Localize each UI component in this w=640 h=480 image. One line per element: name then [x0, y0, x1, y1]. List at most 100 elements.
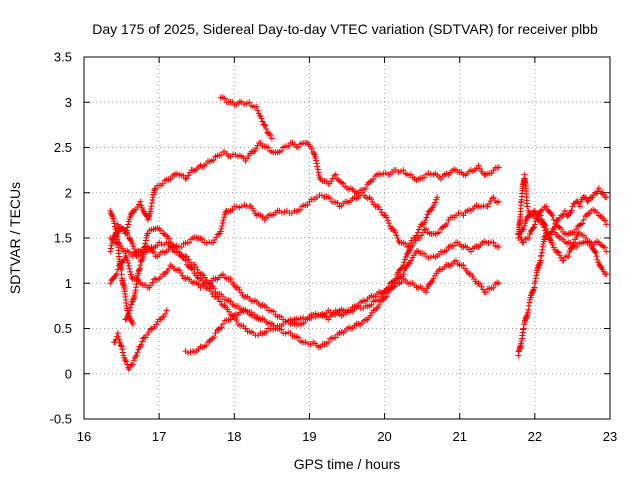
- data-point: [314, 166, 321, 173]
- data-point: [220, 271, 227, 278]
- data-point: [278, 209, 285, 216]
- data-point: [436, 229, 443, 236]
- data-point: [270, 308, 277, 315]
- data-point: [515, 230, 522, 237]
- data-point: [423, 214, 430, 221]
- data-point: [297, 315, 304, 322]
- data-point: [282, 318, 289, 325]
- data-point: [111, 220, 118, 227]
- data-point: [111, 274, 118, 281]
- data-point: [603, 194, 610, 201]
- data-point: [263, 126, 270, 133]
- data-point: [126, 265, 133, 272]
- data-point: [297, 206, 304, 213]
- data-point: [452, 257, 459, 264]
- y-axis-label: SDTVAR / TECUs: [7, 182, 23, 294]
- data-point: [437, 176, 444, 183]
- data-point: [210, 156, 217, 163]
- data-point: [566, 210, 573, 217]
- data-point: [258, 115, 265, 122]
- data-point: [125, 259, 132, 266]
- data-point: [555, 249, 562, 256]
- data-point: [362, 185, 369, 192]
- data-point: [516, 231, 523, 238]
- data-point: [383, 214, 390, 221]
- data-point: [162, 311, 169, 318]
- data-point: [401, 259, 408, 266]
- data-point: [422, 225, 429, 232]
- x-tick-label: 20: [377, 429, 391, 444]
- data-point: [489, 195, 496, 202]
- data-point: [495, 198, 502, 205]
- data-point: [184, 349, 191, 356]
- data-point: [124, 224, 131, 231]
- data-point: [141, 246, 148, 253]
- x-tick-label: 16: [77, 429, 91, 444]
- data-point: [145, 329, 152, 336]
- data-point: [241, 101, 248, 108]
- data-point: [531, 221, 538, 228]
- data-point: [111, 223, 118, 230]
- data-point: [138, 256, 145, 263]
- series-trace-13: [515, 203, 610, 246]
- data-point: [259, 213, 266, 220]
- data-point: [110, 217, 117, 224]
- data-point: [229, 206, 236, 213]
- data-point: [530, 287, 537, 294]
- data-point: [556, 252, 563, 259]
- data-point: [580, 216, 587, 223]
- y-tick-label: 3: [65, 95, 72, 110]
- data-point: [558, 212, 565, 219]
- data-point: [380, 170, 387, 177]
- data-point: [485, 240, 492, 247]
- series-trace-9: [107, 207, 136, 327]
- data-point: [137, 262, 144, 269]
- data-point: [226, 308, 233, 315]
- data-point: [123, 358, 130, 365]
- data-point: [598, 190, 605, 197]
- series-trace-4: [107, 194, 502, 328]
- data-point: [133, 352, 140, 359]
- data-point: [475, 203, 482, 210]
- data-point: [331, 172, 338, 179]
- chart-title: Day 175 of 2025, Sidereal Day-to-day VTE…: [92, 21, 598, 37]
- data-point: [347, 307, 354, 314]
- data-point: [227, 275, 234, 282]
- data-point: [405, 260, 412, 267]
- data-point: [425, 254, 432, 261]
- data-point: [312, 313, 319, 320]
- data-point: [233, 203, 240, 210]
- data-point: [189, 266, 196, 273]
- data-point: [127, 304, 134, 311]
- data-point: [122, 357, 129, 364]
- data-point: [530, 225, 537, 232]
- data-point: [138, 341, 145, 348]
- data-point: [407, 246, 414, 253]
- data-point: [392, 229, 399, 236]
- x-axis-label: GPS time / hours: [294, 456, 401, 472]
- data-point: [550, 225, 557, 232]
- series-trace-5: [107, 235, 502, 351]
- data-point: [201, 239, 208, 246]
- data-point: [213, 234, 220, 241]
- data-point: [526, 299, 533, 306]
- data-point: [195, 281, 202, 288]
- data-point: [520, 239, 527, 246]
- data-point: [576, 203, 583, 210]
- data-point: [434, 194, 441, 201]
- data-point: [315, 169, 322, 176]
- series-trace-6: [122, 224, 502, 339]
- data-point: [490, 284, 497, 291]
- data-point: [402, 240, 409, 247]
- data-point: [118, 343, 125, 350]
- data-point: [265, 144, 272, 151]
- data-point: [180, 172, 187, 179]
- data-point: [137, 198, 144, 205]
- series-trace-3: [111, 189, 441, 260]
- data-point: [161, 271, 168, 278]
- data-point: [591, 248, 598, 255]
- data-point: [561, 207, 568, 214]
- data-point: [126, 366, 133, 373]
- data-point: [203, 342, 210, 349]
- data-point: [219, 219, 226, 226]
